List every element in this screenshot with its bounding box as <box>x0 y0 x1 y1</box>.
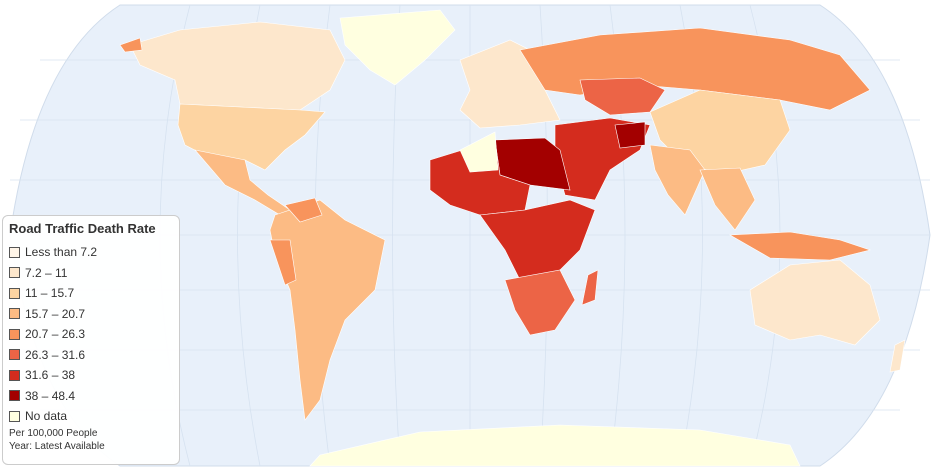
central-africa <box>479 199 596 281</box>
legend-item: No data <box>9 406 173 427</box>
legend-item: 20.7 – 26.3 <box>9 324 173 345</box>
legend-label: Less than 7.2 <box>25 245 98 260</box>
legend-note: Per 100,000 People <box>9 427 98 439</box>
legend-item: 38 – 48.4 <box>9 386 173 407</box>
indonesia <box>728 231 872 261</box>
alaska-east <box>119 37 143 53</box>
peru <box>269 239 297 286</box>
legend-item: Less than 7.2 <box>9 242 173 263</box>
legend-swatch <box>9 349 20 361</box>
legend-swatch <box>9 410 20 422</box>
afghanistan <box>614 121 646 149</box>
legend: Road Traffic Death Rate Less than 7.2 7.2… <box>2 215 180 465</box>
legend-swatch <box>9 308 20 320</box>
greenland <box>339 9 456 86</box>
legend-swatch <box>9 328 20 340</box>
legend-item: 31.6 – 38 <box>9 365 173 386</box>
usa <box>177 103 326 171</box>
legend-title: Road Traffic Death Rate <box>9 221 156 236</box>
legend-items: Less than 7.2 7.2 – 11 11 – 15.7 15.7 – 20.… <box>9 242 173 427</box>
legend-note: Year: Latest Available <box>9 440 105 452</box>
legend-item: 15.7 – 20.7 <box>9 304 173 325</box>
legend-swatch <box>9 369 20 381</box>
australia <box>749 259 881 346</box>
algeria-mali <box>459 131 499 173</box>
legend-item: 26.3 – 31.6 <box>9 345 173 366</box>
southern-africa <box>504 269 576 336</box>
venezuela <box>284 197 323 223</box>
legend-label: 31.6 – 38 <box>25 368 76 383</box>
legend-item: 7.2 – 11 <box>9 263 173 284</box>
legend-item: 11 – 15.7 <box>9 283 173 304</box>
legend-label: 11 – 15.7 <box>25 286 75 301</box>
legend-label: 38 – 48.4 <box>25 388 76 403</box>
legend-label: 15.7 – 20.7 <box>25 306 86 321</box>
legend-swatch <box>9 267 20 279</box>
southeast-asia <box>699 167 756 231</box>
legend-label: No data <box>25 409 68 424</box>
antarctica <box>309 424 801 467</box>
legend-swatch <box>9 246 20 258</box>
india <box>649 144 706 216</box>
madagascar <box>581 269 599 306</box>
legend-label: 20.7 – 26.3 <box>25 327 86 342</box>
canada <box>129 21 346 111</box>
legend-label: 26.3 – 31.6 <box>25 347 86 362</box>
countries <box>119 9 906 467</box>
new-zealand <box>889 339 906 373</box>
legend-swatch <box>9 390 20 402</box>
legend-label: 7.2 – 11 <box>25 265 68 280</box>
legend-swatch <box>9 287 20 299</box>
